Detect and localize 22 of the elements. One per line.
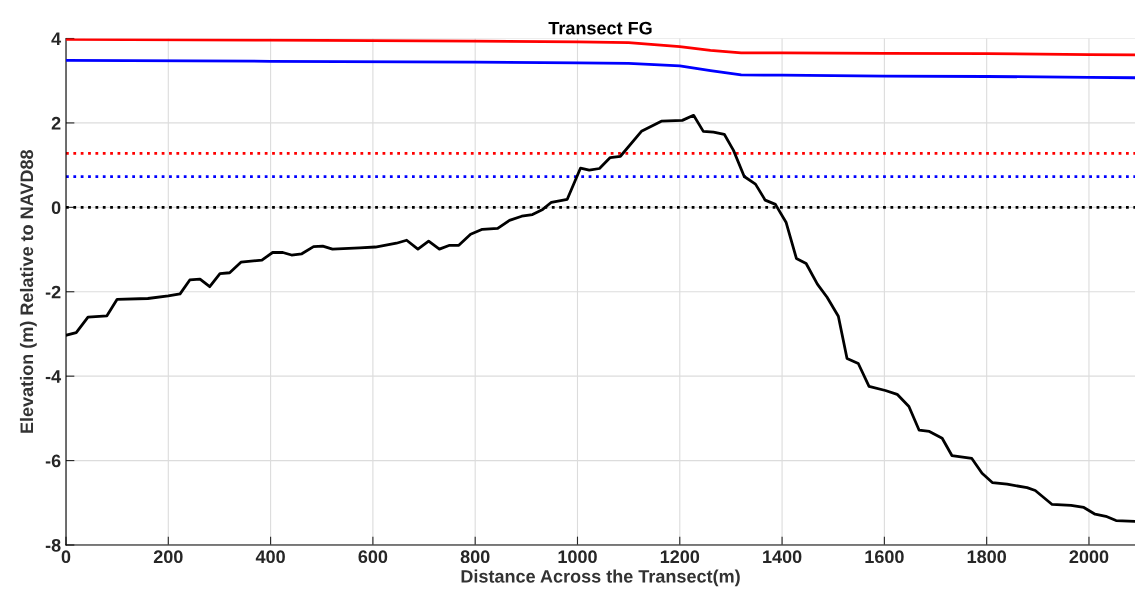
y-axis-title: Elevation (m) Relative to NAVD88 xyxy=(19,149,37,433)
x-tick-label: 200 xyxy=(153,550,183,564)
y-tick-label: -4 xyxy=(45,370,62,383)
y-tick-label: -6 xyxy=(45,454,61,468)
x-tick-label: 2000 xyxy=(1069,550,1109,564)
x-tick-label: 1200 xyxy=(660,550,700,564)
x-tick-label: 400 xyxy=(255,550,285,564)
y-tick-label: 0 xyxy=(51,201,61,215)
x-tick-label: 1600 xyxy=(865,550,904,564)
y-tick-label: -8 xyxy=(45,538,61,552)
y-tick-label: 2 xyxy=(51,116,61,130)
x-tick-label: 800 xyxy=(460,550,490,564)
x-axis-title: Distance Across the Transect(m) xyxy=(461,569,740,587)
x-tick-label: 1400 xyxy=(763,550,802,564)
chart-title: Transect FG xyxy=(548,21,652,35)
x-tick-label: 0 xyxy=(61,550,71,564)
y-tick-label: 4 xyxy=(51,32,62,46)
x-tick-label: 600 xyxy=(358,550,388,564)
y-tick-label: -2 xyxy=(45,285,61,299)
line-series xyxy=(66,59,1135,80)
x-tick-label: 1800 xyxy=(967,550,1007,564)
x-tick-label: 1000 xyxy=(558,550,597,564)
